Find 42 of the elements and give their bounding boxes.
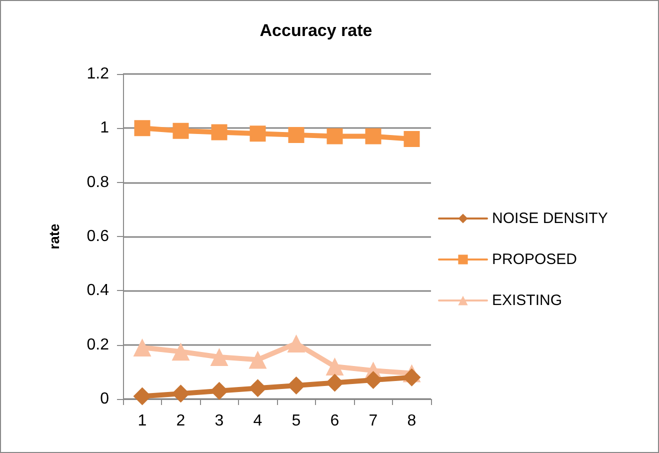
- x-tick-label: 1: [138, 412, 147, 430]
- y-axis-title: rate: [46, 223, 62, 250]
- point: [210, 382, 228, 400]
- point: [248, 379, 267, 398]
- point: [133, 338, 152, 357]
- point: [172, 384, 190, 403]
- x-tick-label: 6: [330, 412, 340, 430]
- point: [326, 374, 344, 392]
- y-tick-label: 0.4: [86, 282, 110, 300]
- x-tick-label: 7: [368, 412, 378, 430]
- point: [172, 342, 190, 361]
- x-tick-label: 3: [214, 412, 224, 430]
- point: [172, 122, 189, 139]
- point: [287, 334, 306, 352]
- point: [211, 124, 228, 140]
- legend-label: EXISTING: [492, 292, 562, 309]
- legend-label: PROPOSED: [492, 251, 578, 268]
- chart-title: Accuracy rate: [260, 21, 372, 40]
- point: [402, 368, 421, 386]
- x-tick-label: 2: [176, 412, 186, 430]
- y-tick-label: 0.2: [86, 336, 110, 354]
- point: [326, 358, 344, 376]
- x-tick-label: 8: [407, 412, 416, 430]
- point: [365, 128, 382, 144]
- point: [210, 348, 228, 366]
- y-tick-label: 0: [100, 390, 110, 408]
- point: [134, 120, 150, 136]
- x-tick-label: 5: [292, 412, 301, 430]
- y-tick-label: 1.2: [86, 66, 110, 82]
- point: [404, 131, 420, 147]
- point: [248, 350, 267, 369]
- point: [326, 128, 343, 144]
- point: [287, 376, 306, 394]
- legend-label: NOISE DENSITY: [492, 210, 608, 227]
- y-tick-label: 0.6: [86, 228, 110, 245]
- y-tick-label: 0.8: [86, 174, 110, 191]
- x-tick-label: 4: [253, 412, 262, 430]
- point: [250, 126, 266, 142]
- point: [288, 126, 304, 143]
- point: [133, 387, 152, 406]
- y-tick-label: 1: [100, 120, 110, 137]
- point: [364, 371, 382, 390]
